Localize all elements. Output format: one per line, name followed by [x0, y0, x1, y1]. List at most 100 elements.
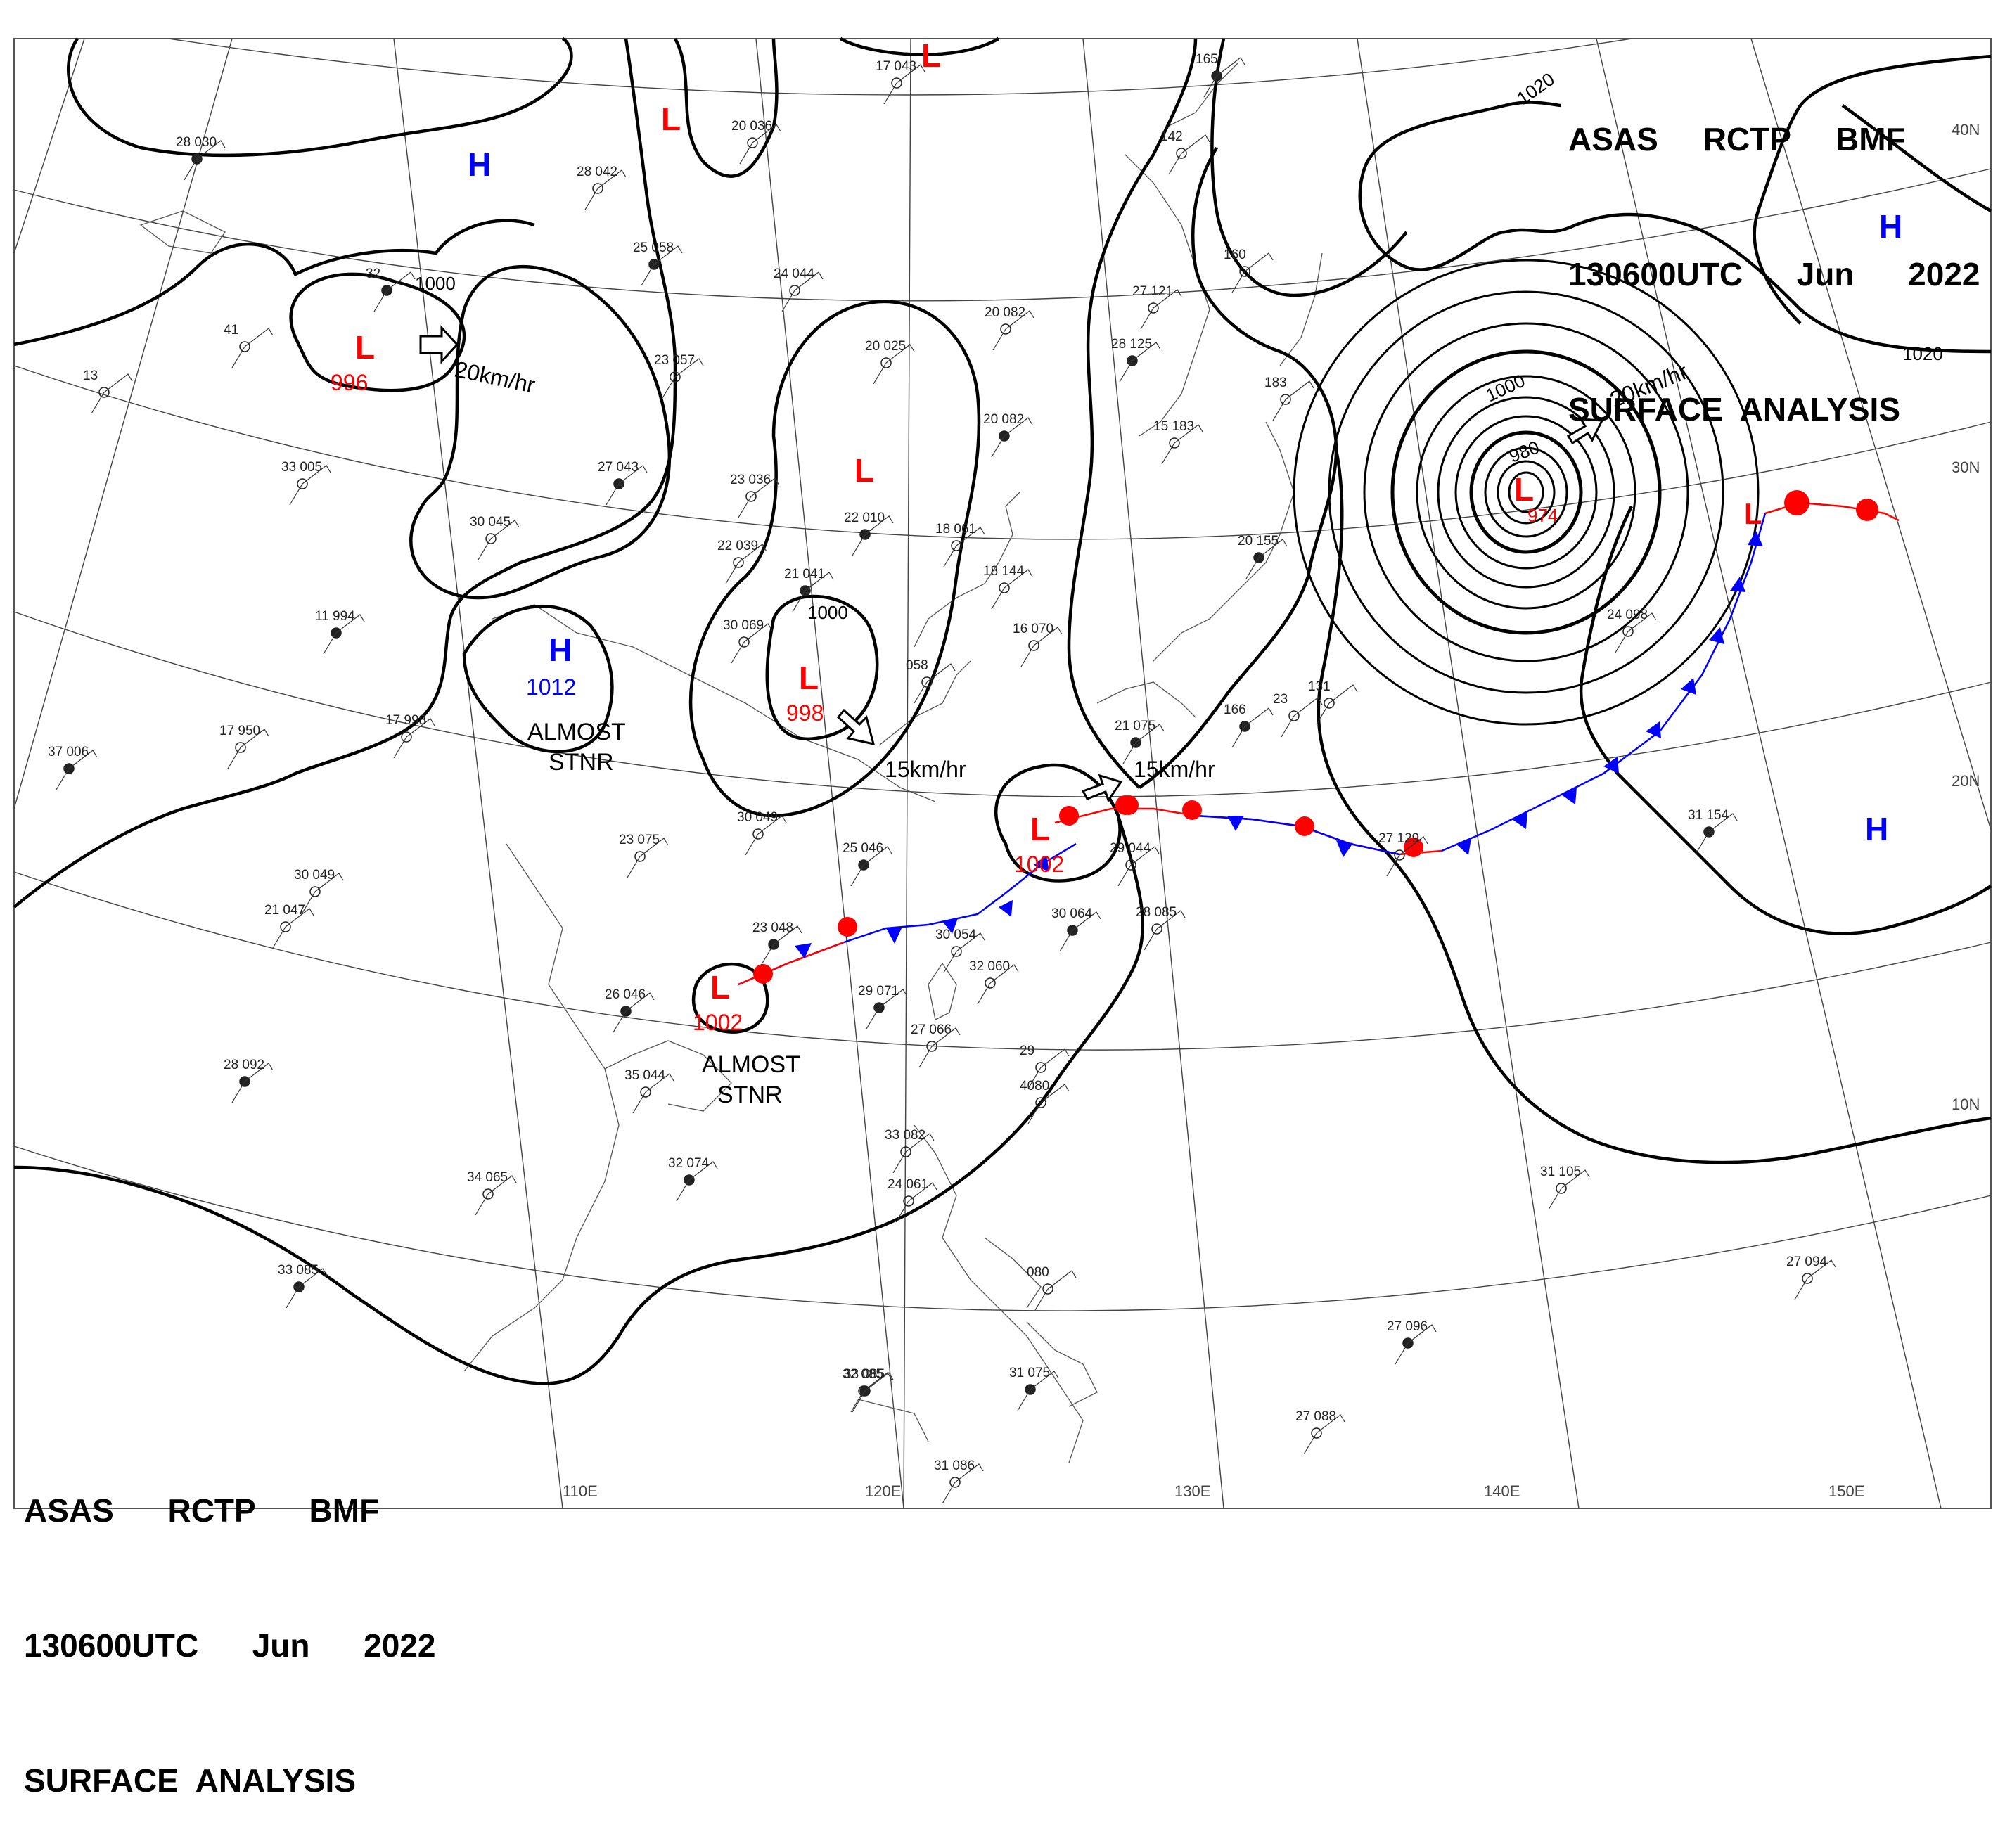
station-value: 165	[1196, 52, 1218, 67]
wind-barb	[231, 328, 274, 368]
station-value: 20 082	[983, 412, 1024, 427]
station-circle	[280, 921, 291, 932]
station-value: 31 105	[1540, 1164, 1581, 1179]
station-obs: 35 044	[624, 1068, 674, 1114]
station-value: 28 042	[577, 165, 617, 179]
station-circle	[747, 137, 758, 148]
station-circle	[1311, 1427, 1322, 1439]
station-value: 27 043	[598, 460, 639, 475]
coastline	[1125, 154, 1210, 437]
wind-barb	[792, 572, 834, 612]
front-line-cold	[1195, 513, 1767, 856]
cold-front-symbol	[1456, 838, 1471, 855]
wind-barb	[641, 245, 683, 286]
station-obs: 24 044	[774, 267, 824, 312]
wind-barb	[873, 344, 915, 385]
station-obs: 32 085	[843, 1367, 892, 1413]
station-value: 17 950	[219, 724, 260, 738]
cold-front-symbol	[1646, 721, 1661, 738]
coastline	[139, 210, 226, 254]
high-symbol: H	[468, 146, 491, 183]
station-obs: 29	[1020, 1044, 1070, 1089]
wind-barb	[373, 271, 416, 312]
station-value: 35 044	[624, 1068, 666, 1083]
wind-barb	[1122, 724, 1165, 764]
header-line: SURFACE ANALYSIS	[24, 1762, 357, 1799]
station-obs: 160	[1224, 248, 1274, 293]
wind-barb	[1017, 1371, 1059, 1411]
station-obs: 41	[224, 323, 274, 368]
warm-front-symbol	[838, 917, 857, 937]
station-circle	[900, 1146, 911, 1157]
wind-barb	[852, 1372, 894, 1413]
station-obs: 15 183	[1153, 419, 1203, 465]
wind-barb	[56, 750, 98, 790]
almost-stnr-label: STNR	[549, 749, 614, 776]
station-circle	[1035, 1062, 1046, 1073]
station-value: 31 075	[1009, 1366, 1050, 1380]
station-value: 166	[1224, 702, 1246, 717]
station-value: 20 036	[731, 119, 772, 134]
low-symbol: L	[1514, 471, 1534, 508]
surface-analysis-map: 1000 1020 1020 1000 1000 980 110E 120E 1…	[13, 37, 1992, 1509]
station-value: 26 046	[605, 987, 646, 1002]
wind-barb	[1161, 424, 1203, 465]
station-circle	[1394, 849, 1405, 861]
coastline	[1096, 681, 1196, 718]
meridian	[1596, 38, 1942, 1509]
station-value: 27 129	[1378, 831, 1419, 846]
warm-front-symbol	[1295, 816, 1314, 836]
wind-barb	[850, 846, 892, 887]
station-obs: 20 025	[865, 339, 915, 385]
motion-label: 20km/hr	[453, 357, 538, 398]
station-value: 24 061	[888, 1177, 928, 1192]
station-value: 29	[1020, 1044, 1034, 1058]
station-value: 18 144	[983, 564, 1025, 579]
station-obs: 31 086	[934, 1458, 984, 1504]
cold-front-symbol	[942, 918, 958, 934]
low-symbol: L	[854, 452, 874, 489]
station-obs: 34 065	[467, 1170, 517, 1216]
station-value: 37 006	[48, 745, 89, 759]
station-value: 28 085	[1136, 905, 1177, 920]
station-circle	[1802, 1273, 1813, 1284]
station-obs: 28 030	[176, 135, 226, 181]
isobar	[409, 265, 672, 600]
station-circle	[951, 946, 962, 957]
low-symbol: L	[1744, 497, 1762, 530]
station-value: 33 085	[278, 1263, 319, 1278]
wind-barb	[231, 1063, 274, 1103]
station-value: 31 154	[1688, 808, 1729, 823]
station-obs: 23 057	[654, 353, 704, 399]
meridian	[1082, 38, 1224, 1509]
isobar	[1416, 375, 1636, 610]
isobar	[1469, 430, 1583, 554]
coastline	[857, 1399, 929, 1442]
wind-barb	[1117, 846, 1160, 887]
station-obs: 29 044	[1110, 841, 1160, 887]
header-line: 130600UTC Jun 2022	[24, 1627, 436, 1664]
station-circle	[733, 557, 744, 568]
coastline	[1279, 252, 1323, 366]
station-circle	[903, 1195, 914, 1207]
cold-front-symbol	[1681, 678, 1696, 695]
station-value: 27 096	[1387, 1319, 1428, 1334]
graticule-labels: 110E 120E 130E 140E 150E 40N 30N 20N 10N	[563, 121, 1980, 1500]
coastline	[984, 1237, 1042, 1309]
wind-barb	[1245, 539, 1288, 579]
meridians	[13, 38, 1992, 1509]
cold-front-symbol	[1748, 531, 1763, 546]
station-value: 20 155	[1238, 534, 1279, 548]
station-value: 29 044	[1110, 841, 1151, 856]
station-value: 23 048	[752, 920, 793, 935]
station-obs: 21 075	[1115, 719, 1165, 764]
isobar	[674, 37, 779, 178]
lat-label: 30N	[1952, 458, 1980, 476]
meridian	[13, 38, 233, 809]
low-value: 998	[786, 700, 824, 726]
station-obs: 13	[83, 368, 133, 414]
wind-barb	[1059, 911, 1101, 952]
station-obs: 20 082	[983, 412, 1033, 458]
station-obs: 17 950	[219, 724, 269, 769]
station-value: 32	[366, 267, 380, 281]
